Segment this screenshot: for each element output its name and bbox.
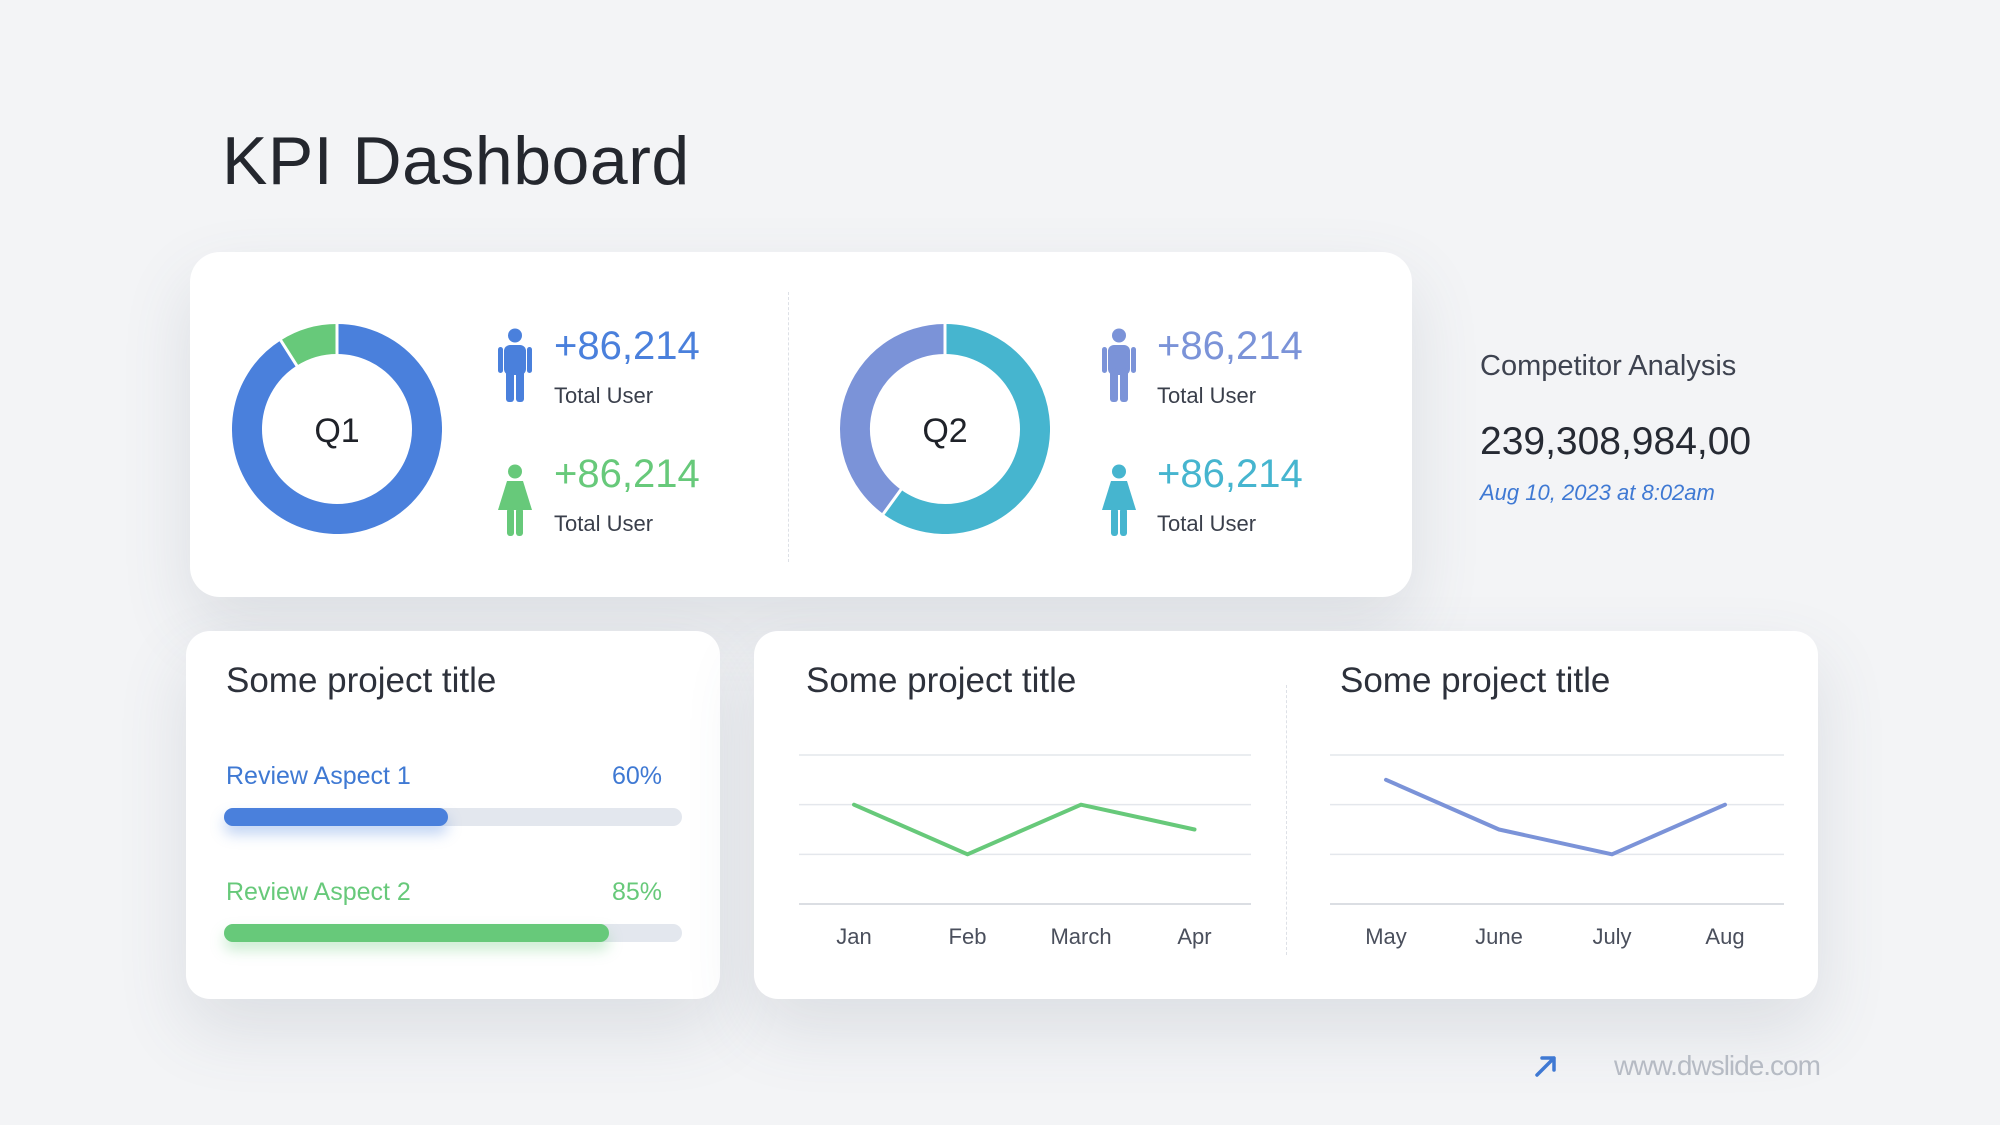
- q1-slice-male: [232, 324, 442, 534]
- line-chart-2: May June July Aug: [1330, 754, 1784, 949]
- q2-slice-female: [840, 324, 946, 514]
- progress-card: Some project title Review Aspect 1 60% R…: [186, 631, 720, 999]
- line-chart-2-x-tick-label: May: [1365, 924, 1407, 949]
- line-charts-card: Some project title Some project title Ja…: [754, 631, 1818, 999]
- line-chart-1-x-tick-label: Jan: [836, 924, 871, 949]
- line-chart-1-title: Some project title: [806, 661, 1077, 700]
- q2-male-label: Total User: [1157, 383, 1257, 408]
- card-divider: [788, 292, 789, 562]
- review-aspect-2-percent: 85%: [611, 878, 662, 906]
- q1-slice-separator: [277, 337, 300, 370]
- line-chart-2-series-line: [1384, 777, 1727, 857]
- users-card: Q1 +86,214 Total User +86,214 Total User…: [190, 252, 1412, 597]
- competitor-date: Aug 10, 2023 at 8:02am: [1480, 480, 1715, 505]
- line-chart-1-x-tick-label: March: [1050, 924, 1111, 949]
- q2-male-value: +86,214: [1157, 324, 1303, 368]
- line-chart-1-series-line: [852, 802, 1197, 857]
- female-person-icon: [498, 464, 532, 536]
- line-chart-2-x-tick-label: June: [1475, 924, 1523, 949]
- q2-donut-label: Q2: [922, 412, 968, 450]
- q2-slice-separator: [880, 486, 904, 518]
- q2-female-label: Total User: [1157, 511, 1257, 536]
- male-person-icon: [498, 328, 532, 402]
- footer-url[interactable]: www.dwslide.com: [1614, 1050, 1821, 1081]
- progress-panel-title: Some project title: [226, 661, 497, 700]
- review-aspect-1-track: [224, 808, 682, 826]
- competitor-value: 239,308,984,00: [1480, 420, 1752, 463]
- line-chart-1-x-tick-label: Feb: [949, 924, 987, 949]
- q2-female-value: +86,214: [1157, 452, 1303, 496]
- review-aspect-2-fill: [224, 924, 609, 942]
- line-chart-2-title: Some project title: [1340, 661, 1611, 700]
- review-aspect-1-percent: 60%: [611, 762, 662, 790]
- q2-donut-chart: [840, 324, 1050, 534]
- review-aspect-1-label: Review Aspect 1: [226, 762, 411, 790]
- line-chart-2-x-tick-label: Aug: [1705, 924, 1744, 949]
- review-aspect-2-label: Review Aspect 2: [226, 878, 411, 906]
- q1-donut-label: Q1: [314, 412, 360, 450]
- page-title: KPI Dashboard: [222, 123, 690, 199]
- q1-donut-chart: [232, 324, 442, 534]
- female-person-icon: [1102, 464, 1136, 536]
- line-chart-2-x-tick-label: July: [1592, 924, 1631, 949]
- q1-slice-female: [280, 324, 338, 366]
- line-chart-1-x-tick-label: Apr: [1177, 924, 1211, 949]
- q1-male-value: +86,214: [554, 324, 700, 368]
- arrow-up-right-icon: [1535, 1056, 1556, 1077]
- review-aspect-1-fill: [224, 808, 449, 826]
- q1-male-label: Total User: [554, 383, 654, 408]
- review-aspect-2-track: [224, 924, 682, 942]
- chart-divider: [1286, 685, 1287, 955]
- male-person-icon: [1102, 328, 1136, 402]
- competitor-title: Competitor Analysis: [1480, 350, 1737, 382]
- q1-female-value: +86,214: [554, 452, 700, 496]
- line-chart-1: Jan Feb March Apr: [799, 754, 1251, 949]
- q2-slice-male: [883, 324, 1050, 534]
- q1-female-label: Total User: [554, 511, 654, 536]
